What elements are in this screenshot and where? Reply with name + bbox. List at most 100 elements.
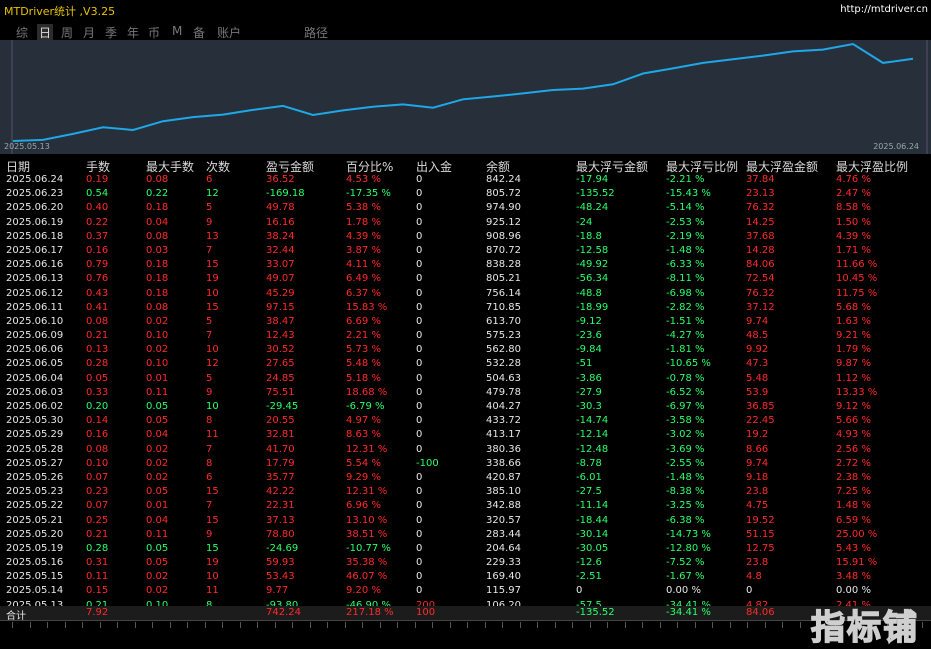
website-link[interactable]: http://mtdriver.cn bbox=[840, 4, 928, 15]
table-row[interactable]: 2025.06.18 0.37 0.08 13 38.24 4.39 % 0 908.96 -1… bbox=[0, 230, 931, 244]
header-max-float-loss-pct[interactable]: 最大浮亏比例 bbox=[666, 160, 739, 174]
table-row[interactable]: 2025.06.23 0.54 0.22 12 -169.18 -17.35 % 0 805.… bbox=[0, 187, 931, 201]
header-max-float-profit-pct[interactable]: 最大浮盈比例 bbox=[836, 160, 909, 174]
cell-date: 2025.06.04 bbox=[6, 372, 64, 384]
cell-max-lots: 0.18 bbox=[146, 273, 169, 285]
cell-deposit: 0 bbox=[416, 372, 423, 384]
header-pnl[interactable]: 盈亏金额 bbox=[266, 160, 315, 174]
header-balance[interactable]: 余额 bbox=[486, 160, 511, 174]
cell-count: 19 bbox=[206, 273, 219, 285]
table-row[interactable]: 2025.06.02 0.20 0.05 10 -29.45 -6.79 % 0 404.27… bbox=[0, 400, 931, 414]
cell-lots: 0.31 bbox=[86, 557, 109, 569]
cell-deposit: 0 bbox=[416, 500, 423, 512]
header-count[interactable]: 次数 bbox=[206, 160, 231, 174]
cell-max-float-loss: -27.9 bbox=[576, 386, 602, 398]
cell-max-float-loss-pct: -3.58 % bbox=[666, 415, 705, 427]
table-row[interactable]: 2025.05.20 0.21 0.11 9 78.80 38.51 % 0 283.44 -3… bbox=[0, 528, 931, 542]
tab-day[interactable]: 日 bbox=[37, 24, 54, 41]
ruler-tick bbox=[782, 622, 783, 628]
cell-max-float-loss-pct: 0.00 % bbox=[666, 585, 701, 597]
table-row[interactable]: 2025.05.30 0.14 0.05 8 20.55 4.97 % 0 433.72 -14… bbox=[0, 414, 931, 428]
ruler-tick bbox=[922, 622, 923, 628]
cell-max-float-profit: 72.54 bbox=[746, 273, 775, 285]
table-row[interactable]: 2025.06.05 0.28 0.10 12 27.65 5.48 % 0 532.28 -5… bbox=[0, 357, 931, 371]
table-row[interactable]: 2025.06.04 0.05 0.01 5 24.85 5.18 % 0 504.63 -3.… bbox=[0, 372, 931, 386]
ruler-tick bbox=[240, 622, 241, 628]
ruler-tick bbox=[100, 622, 101, 628]
cell-max-float-profit: 9.74 bbox=[746, 457, 769, 469]
cell-max-float-loss: 0 bbox=[576, 585, 583, 597]
table-row[interactable]: 2025.05.23 0.23 0.05 15 42.22 12.31 % 0 385.10 -… bbox=[0, 485, 931, 499]
table-row[interactable]: 2025.06.10 0.08 0.02 5 38.47 6.69 % 0 613.70 -9.… bbox=[0, 315, 931, 329]
tab-month[interactable]: 月 bbox=[83, 26, 96, 40]
table-row[interactable]: 2025.06.20 0.40 0.18 5 49.78 5.38 % 0 974.90 -48… bbox=[0, 201, 931, 215]
table-row[interactable]: 2025.06.11 0.41 0.08 15 97.15 15.83 % 0 710.85 -… bbox=[0, 301, 931, 315]
table-row[interactable]: 2025.05.27 0.10 0.02 8 17.79 5.54 % -100 338.66… bbox=[0, 457, 931, 471]
header-pnl-pct[interactable]: 百分比% bbox=[346, 160, 394, 174]
header-deposit[interactable]: 出入金 bbox=[416, 160, 453, 174]
tab-notes[interactable]: 备 bbox=[193, 26, 206, 40]
header-date[interactable]: 日期 bbox=[6, 160, 31, 174]
header-max-float-profit[interactable]: 最大浮盈金额 bbox=[746, 160, 819, 174]
ruler-tick bbox=[187, 622, 188, 628]
tab-quarter[interactable]: 季 bbox=[105, 26, 118, 40]
table-row[interactable]: 2025.05.26 0.07 0.02 6 35.77 9.29 % 0 420.87 -6.… bbox=[0, 471, 931, 485]
table-row[interactable]: 2025.06.09 0.21 0.10 7 12.43 2.21 % 0 575.23 -23… bbox=[0, 329, 931, 343]
table-row[interactable]: 2025.05.13 0.21 0.10 8 -93.80 -46.90 % 200 106.… bbox=[0, 599, 931, 613]
tab-m[interactable]: M bbox=[172, 24, 183, 38]
cell-pnl: 36.52 bbox=[266, 174, 295, 185]
tab-overview[interactable]: 综 bbox=[16, 26, 29, 40]
cell-max-float-loss-pct: -3.69 % bbox=[666, 443, 705, 455]
cell-pnl: 38.24 bbox=[266, 230, 295, 242]
tab-path[interactable]: 路径 bbox=[304, 26, 329, 40]
cell-max-float-profit-pct: 0.00 % bbox=[836, 585, 871, 597]
cell-max-float-profit-pct: 4.76 % bbox=[836, 174, 871, 185]
header-lots[interactable]: 手数 bbox=[86, 160, 111, 174]
cell-pnl-pct: 12.31 % bbox=[346, 486, 388, 498]
ruler-tick bbox=[327, 622, 328, 628]
cell-deposit: 0 bbox=[416, 273, 423, 285]
table-row[interactable]: 2025.05.21 0.25 0.04 15 37.13 13.10 % 0 320.57 -… bbox=[0, 514, 931, 528]
cell-deposit: 0 bbox=[416, 429, 423, 441]
table-row[interactable]: 2025.05.28 0.08 0.02 7 41.70 12.31 % 0 380.36 -1… bbox=[0, 443, 931, 457]
table-row[interactable]: 2025.06.03 0.33 0.11 9 75.51 18.68 % 0 479.78 -2… bbox=[0, 386, 931, 400]
table-row[interactable]: 2025.05.15 0.11 0.02 10 53.43 46.07 % 0 169.40 -… bbox=[0, 570, 931, 584]
table-row[interactable]: 2025.06.12 0.43 0.18 10 45.29 6.37 % 0 756.14 -4… bbox=[0, 287, 931, 301]
table-row[interactable]: 2025.05.22 0.07 0.01 7 22.31 6.96 % 0 342.88 -11… bbox=[0, 499, 931, 513]
table-row[interactable]: 2025.06.13 0.76 0.18 19 49.07 6.49 % 0 805.21 -5… bbox=[0, 272, 931, 286]
cell-deposit: 0 bbox=[416, 330, 423, 342]
table-row[interactable]: 2025.06.17 0.16 0.03 7 32.44 3.87 % 0 870.72 -12… bbox=[0, 244, 931, 258]
cell-deposit: -100 bbox=[416, 457, 439, 469]
tab-year[interactable]: 年 bbox=[127, 26, 140, 40]
tab-week[interactable]: 周 bbox=[61, 26, 74, 40]
cell-deposit: 0 bbox=[416, 174, 423, 185]
cell-max-lots: 0.02 bbox=[146, 443, 169, 455]
table-row[interactable]: 2025.05.14 0.15 0.02 11 9.77 9.20 % 0 115.97 0 0.… bbox=[0, 584, 931, 598]
cell-balance: 805.72 bbox=[486, 188, 521, 200]
cell-max-float-profit-pct: 1.12 % bbox=[836, 372, 871, 384]
cell-max-lots: 0.22 bbox=[146, 188, 169, 200]
cell-date: 2025.06.16 bbox=[6, 259, 64, 271]
table-row[interactable]: 2025.06.24 0.19 0.08 6 36.52 4.53 % 0 842.24 -17… bbox=[0, 173, 931, 187]
ruler-tick bbox=[537, 622, 538, 628]
header-max-float-loss[interactable]: 最大浮亏金额 bbox=[576, 160, 649, 174]
table-row[interactable]: 2025.06.06 0.13 0.02 10 30.52 5.73 % 0 562.80 -9… bbox=[0, 343, 931, 357]
cell-max-float-loss-pct: -12.80 % bbox=[666, 542, 711, 554]
cell-max-float-profit: 14.28 bbox=[746, 244, 775, 256]
cell-pnl: 33.07 bbox=[266, 259, 295, 271]
cell-count: 15 bbox=[206, 259, 219, 271]
cell-date: 2025.05.22 bbox=[6, 500, 64, 512]
header-max-lots[interactable]: 最大手数 bbox=[146, 160, 195, 174]
cell-pnl: 42.22 bbox=[266, 486, 295, 498]
cell-max-float-loss-pct: -14.73 % bbox=[666, 528, 711, 540]
table-row[interactable]: 2025.06.19 0.22 0.04 9 16.16 1.78 % 0 925.12 -24… bbox=[0, 216, 931, 230]
cell-count: 6 bbox=[206, 471, 213, 483]
table-row[interactable]: 2025.05.19 0.28 0.05 15 -24.69 -10.77 % 0 204.6… bbox=[0, 542, 931, 556]
tab-account[interactable]: 账户 bbox=[217, 26, 242, 40]
tab-currency[interactable]: 币 bbox=[148, 26, 161, 40]
table-row[interactable]: 2025.06.16 0.79 0.18 15 33.07 4.11 % 0 838.28 -4… bbox=[0, 258, 931, 272]
table-row[interactable]: 2025.05.29 0.16 0.04 11 32.81 8.63 % 0 413.17 -1… bbox=[0, 428, 931, 442]
cell-balance: 842.24 bbox=[486, 174, 521, 185]
cell-max-lots: 0.02 bbox=[146, 315, 169, 327]
table-row[interactable]: 2025.05.16 0.31 0.05 19 59.93 35.38 % 0 229.33 -… bbox=[0, 556, 931, 570]
